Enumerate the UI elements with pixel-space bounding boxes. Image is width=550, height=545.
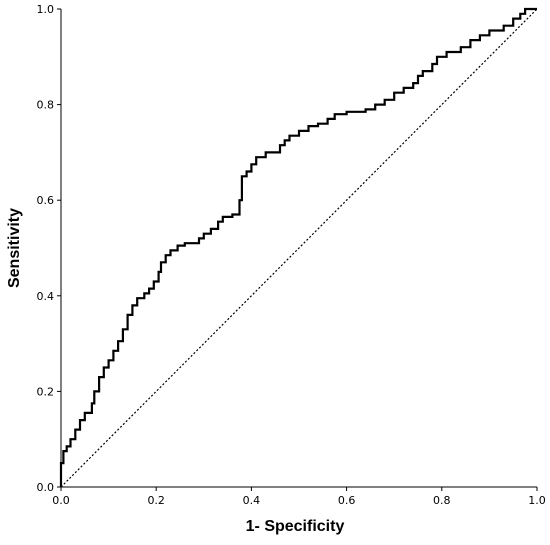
x-tick-label: 1.0 <box>528 494 546 507</box>
y-axis-title: Sensitivity <box>6 208 23 288</box>
y-tick-label: 0.8 <box>37 99 55 112</box>
x-axis-ticks: 0.0 0.2 0.4 0.6 0.8 1.0 <box>52 487 546 507</box>
y-tick-label: 0.6 <box>37 194 55 207</box>
x-tick-label: 0.8 <box>433 494 451 507</box>
y-axis-ticks: 0.0 0.2 0.4 0.6 0.8 1.0 <box>37 3 61 494</box>
y-tick-label: 0.4 <box>37 290 55 303</box>
x-tick-label: 0.0 <box>52 494 70 507</box>
x-tick-label: 0.6 <box>338 494 356 507</box>
x-axis-title: 1- Specificity <box>246 518 345 535</box>
plot-area <box>59 7 538 488</box>
roc-curve-line <box>59 7 537 487</box>
y-tick-label: 0.0 <box>37 481 55 494</box>
x-tick-label: 0.2 <box>147 494 165 507</box>
axes <box>60 9 537 488</box>
y-tick-label: 1.0 <box>37 3 55 16</box>
y-tick-label: 0.2 <box>37 385 55 398</box>
x-tick-label: 0.4 <box>243 494 261 507</box>
reference-diagonal-line <box>60 8 538 488</box>
